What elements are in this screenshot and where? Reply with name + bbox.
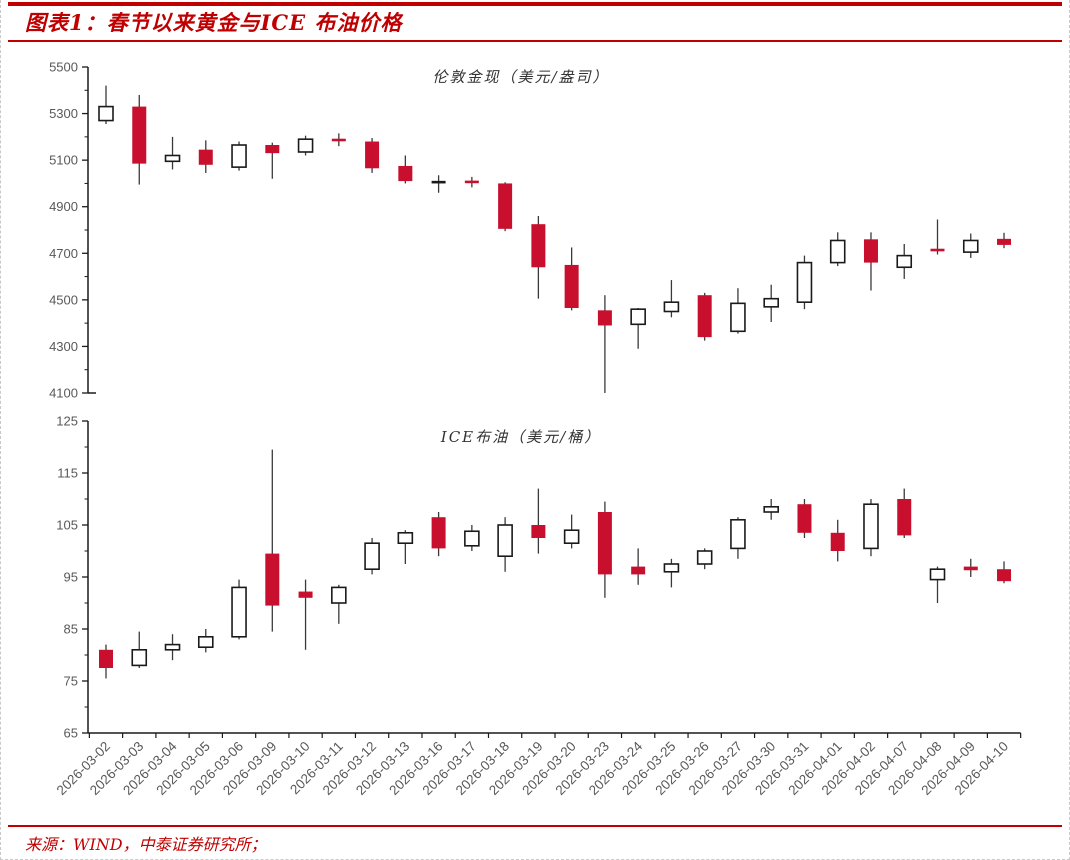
candle-up: [497, 524, 513, 558]
candle-up: [763, 506, 780, 513]
oil-chart-title: ICE布油（美元/桶）: [440, 428, 601, 446]
candle-up: [896, 254, 913, 269]
candle-up: [297, 138, 314, 153]
candle-down: [531, 224, 546, 268]
candle-down: [132, 106, 147, 164]
candle-down: [997, 569, 1012, 582]
y-tick-label: 125: [56, 414, 78, 429]
candle-down: [897, 499, 912, 536]
candle-up: [863, 503, 879, 550]
candle-up: [231, 144, 247, 168]
y-tick-label: 85: [64, 622, 78, 637]
candle-down: [431, 517, 446, 549]
y-tick-label: 4900: [49, 199, 78, 214]
candle-down: [631, 566, 646, 575]
candle-down: [365, 141, 380, 169]
y-tick-label: 5500: [49, 60, 78, 75]
candle-up: [663, 563, 680, 573]
candle-down: [265, 553, 280, 606]
oil-chart-svg: ICE布油（美元/桶）125115105958575652026-03-0220…: [54, 414, 1022, 798]
candle-up: [730, 519, 746, 550]
y-tick-label: 4700: [49, 246, 78, 261]
candle-up: [331, 586, 347, 604]
candle-down: [597, 310, 612, 326]
candle-down: [198, 149, 213, 165]
candle-up: [164, 643, 181, 651]
source-note: 来源：WIND，中泰证券研究所；: [25, 835, 267, 854]
figure-title: 图表1：春节以来黄金与ICE 布油价格: [25, 10, 403, 35]
candle-up: [231, 586, 247, 638]
candle-down: [830, 532, 845, 551]
y-tick-label: 65: [64, 726, 78, 741]
oil-candlestick-chart: ICE布油（美元/桶） 125 115 105 95 85 75 65 2026-03-02 20…: [36, 404, 1046, 835]
y-tick-label: 75: [64, 674, 78, 689]
candle-doji: [930, 248, 945, 252]
candle-down: [863, 239, 878, 263]
y-tick-label: 4300: [49, 339, 78, 354]
candle-up: [829, 239, 846, 264]
candle-up: [464, 530, 480, 547]
candle-up: [131, 649, 148, 667]
candle-down: [531, 525, 546, 538]
candle-up: [796, 261, 813, 303]
candle-down: [564, 264, 579, 309]
candle-down: [997, 238, 1012, 245]
y-tick-label: 115: [57, 466, 78, 481]
candle-down: [298, 591, 313, 598]
gold-candlestick-chart: 伦敦金现（美元/盎司） 5500 5300 5100 4900 4700 4500 4300 4…: [36, 52, 1046, 409]
candle-up: [696, 550, 713, 565]
y-tick-label: 4500: [49, 292, 78, 307]
candle-doji: [464, 180, 479, 184]
candle-up: [197, 636, 214, 649]
source-divider: [8, 825, 1062, 827]
candle-up: [962, 239, 979, 253]
candle-down: [597, 512, 612, 575]
candle-down: [398, 165, 413, 182]
top-accent-bar: [8, 2, 1062, 6]
y-tick-label: 5100: [49, 153, 78, 168]
candle-up: [364, 542, 380, 570]
candle-down: [697, 295, 712, 338]
candle-up: [763, 297, 780, 308]
candle-up: [663, 301, 680, 313]
y-tick-label: 95: [64, 570, 78, 585]
candle-up: [98, 105, 114, 122]
gold-chart-svg: 伦敦金现（美元/盎司） 5500 5300 5100 4900 4700 4500 4300 4…: [49, 60, 1012, 401]
candle-up: [164, 154, 181, 163]
candle-up: [929, 568, 946, 581]
candle-down: [963, 566, 978, 571]
candle-up: [397, 532, 414, 545]
candle-doji: [331, 138, 346, 142]
y-tick-label: 4100: [49, 386, 78, 401]
candle-down: [797, 504, 812, 533]
y-tick-label: 5300: [49, 106, 78, 121]
candle-up: [730, 302, 746, 333]
gold-chart-title: 伦敦金现（美元/盎司）: [432, 68, 609, 86]
candle-down: [265, 145, 280, 154]
candle-down: [99, 649, 113, 668]
candle-up: [630, 308, 646, 326]
candle-doji: [431, 180, 446, 184]
y-tick-label: 105: [56, 518, 78, 533]
candle-down: [498, 183, 513, 229]
title-divider: [8, 40, 1062, 42]
candle-up: [563, 529, 580, 544]
